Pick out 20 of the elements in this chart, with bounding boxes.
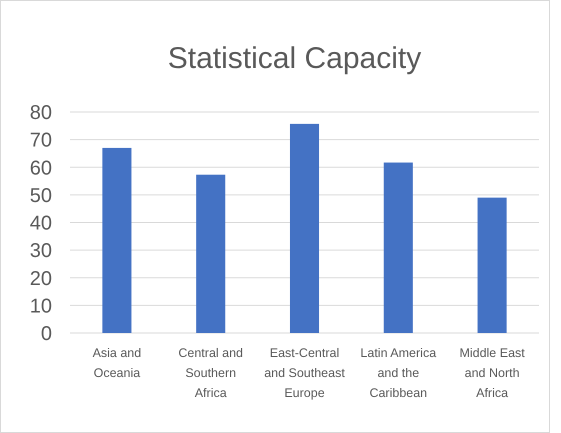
y-tick-label: 20 [30, 268, 52, 290]
y-tick-label: 60 [30, 157, 52, 180]
chart-title: Statistical Capacity [168, 42, 422, 75]
bar [196, 174, 226, 333]
y-tick-label: 70 [30, 130, 52, 152]
x-tick-label: Central and Southern Africa [178, 346, 244, 400]
x-tick-label: Latin America and the Caribbean [360, 346, 436, 400]
y-tick-label: 80 [30, 102, 52, 124]
x-tick-label: East-Central and Southeast Europe [264, 346, 346, 400]
y-tick-label: 50 [30, 184, 52, 207]
y-tick-label: 30 [30, 240, 52, 262]
x-tick-label: Middle East and North Africa [459, 346, 526, 400]
y-tick-label: 40 [30, 212, 52, 234]
bar [384, 162, 413, 333]
bar [102, 148, 132, 333]
x-tick-label: Asia and Oceania [92, 346, 142, 380]
bar [478, 198, 507, 333]
bar [290, 124, 320, 333]
y-tick-label: 0 [40, 323, 52, 345]
y-tick-label: 10 [30, 295, 52, 318]
